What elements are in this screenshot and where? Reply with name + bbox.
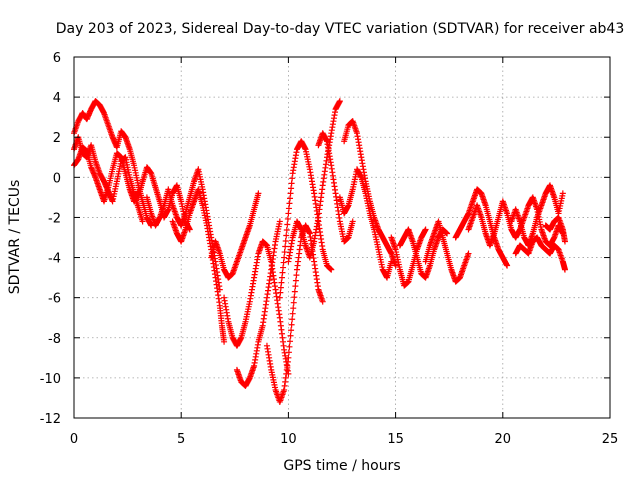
data-point: [281, 254, 288, 261]
data-point: [276, 218, 283, 225]
series-track-7: [208, 190, 262, 281]
data-point: [288, 327, 295, 334]
data-point: [277, 289, 284, 296]
data-point: [255, 190, 262, 197]
data-point: [287, 338, 294, 345]
data-point: [289, 316, 296, 323]
data-point: [291, 294, 298, 301]
chart-title: Day 203 of 2023, Sidereal Day-to-day VTE…: [56, 21, 625, 37]
x-tick-labels: 0 5 10 15 20 25: [70, 432, 618, 447]
data-point: [283, 232, 290, 239]
y-tick-label: -4: [48, 252, 61, 267]
data-point: [349, 218, 356, 225]
series-track-6: [169, 186, 228, 345]
data-point: [336, 98, 343, 105]
y-tick-labels: 6 4 2 0 -2 -4 -6 -8 -10 -12: [40, 51, 61, 427]
x-tick-label: 5: [177, 432, 185, 447]
y-tick-label: -6: [48, 292, 61, 307]
data-point: [328, 266, 335, 273]
x-tick-label: 10: [280, 432, 297, 447]
x-tick-label: 20: [495, 432, 512, 447]
y-tick-label: -8: [48, 332, 61, 347]
series-track-22: [512, 234, 568, 273]
data-point: [276, 294, 283, 301]
data-point: [291, 288, 298, 295]
y-tick-label: 4: [53, 91, 61, 106]
data-point: [285, 349, 292, 356]
data-point: [287, 195, 294, 202]
data-point: [286, 343, 293, 350]
data-point: [285, 205, 292, 212]
y-tick-label: -10: [40, 372, 61, 387]
series-track-3: [71, 144, 142, 205]
data-point: [444, 230, 451, 237]
data-point: [561, 238, 568, 245]
data-point: [561, 266, 568, 273]
series-track-20: [465, 194, 566, 249]
data-point: [282, 238, 289, 245]
data-point: [422, 226, 429, 233]
data-point: [388, 258, 395, 265]
data-point: [277, 284, 284, 291]
data-point: [288, 185, 295, 192]
data-point: [284, 221, 291, 228]
data-point: [293, 272, 300, 279]
series-track-18: [422, 218, 472, 285]
series-track-11: [276, 138, 335, 301]
x-tick-label: 0: [70, 432, 78, 447]
data-point: [290, 299, 297, 306]
x-axis-label: GPS time / hours: [283, 458, 400, 474]
data-point: [285, 354, 292, 361]
series-track-23: [542, 214, 568, 245]
data-point: [281, 249, 288, 256]
data-point: [288, 180, 295, 187]
data-point: [559, 190, 566, 197]
data-point: [283, 226, 290, 233]
data-point: [504, 262, 511, 269]
data-point: [287, 190, 294, 197]
data-point: [221, 338, 228, 345]
data-point: [285, 210, 292, 217]
series-track-13: [315, 130, 356, 245]
y-tick-label: 0: [53, 171, 61, 186]
data-point: [292, 283, 299, 290]
series-track-9: [233, 218, 283, 389]
axis-ticks: [73, 56, 611, 419]
data-point: [289, 310, 296, 317]
data-point: [278, 274, 285, 281]
series-track-8: [221, 238, 292, 377]
data-point: [282, 243, 289, 250]
y-tick-label: -2: [48, 211, 61, 226]
data-point: [286, 200, 293, 207]
data-point: [290, 305, 297, 312]
data-points: [71, 98, 568, 405]
data-point: [288, 321, 295, 328]
plot-frame: [73, 56, 611, 419]
series-track-15: [336, 166, 395, 281]
data-point: [280, 259, 287, 266]
data-point: [465, 250, 472, 257]
data-point: [392, 262, 399, 269]
data-point: [289, 175, 296, 182]
data-point: [319, 298, 326, 305]
x-tick-label: 15: [387, 432, 404, 447]
series-track-10: [263, 222, 326, 405]
data-point: [284, 215, 291, 222]
data-point: [278, 279, 285, 286]
y-tick-label: 2: [53, 131, 61, 146]
data-point: [279, 269, 286, 276]
series-track-21: [508, 182, 566, 249]
y-tick-label: -12: [40, 412, 61, 427]
y-tick-label: 6: [53, 51, 61, 66]
data-point: [287, 332, 294, 339]
data-point: [292, 277, 299, 284]
y-axis-label: SDTVAR / TECUs: [7, 180, 23, 295]
data-point: [139, 218, 146, 225]
data-point: [280, 264, 287, 271]
x-tick-label: 25: [602, 432, 619, 447]
